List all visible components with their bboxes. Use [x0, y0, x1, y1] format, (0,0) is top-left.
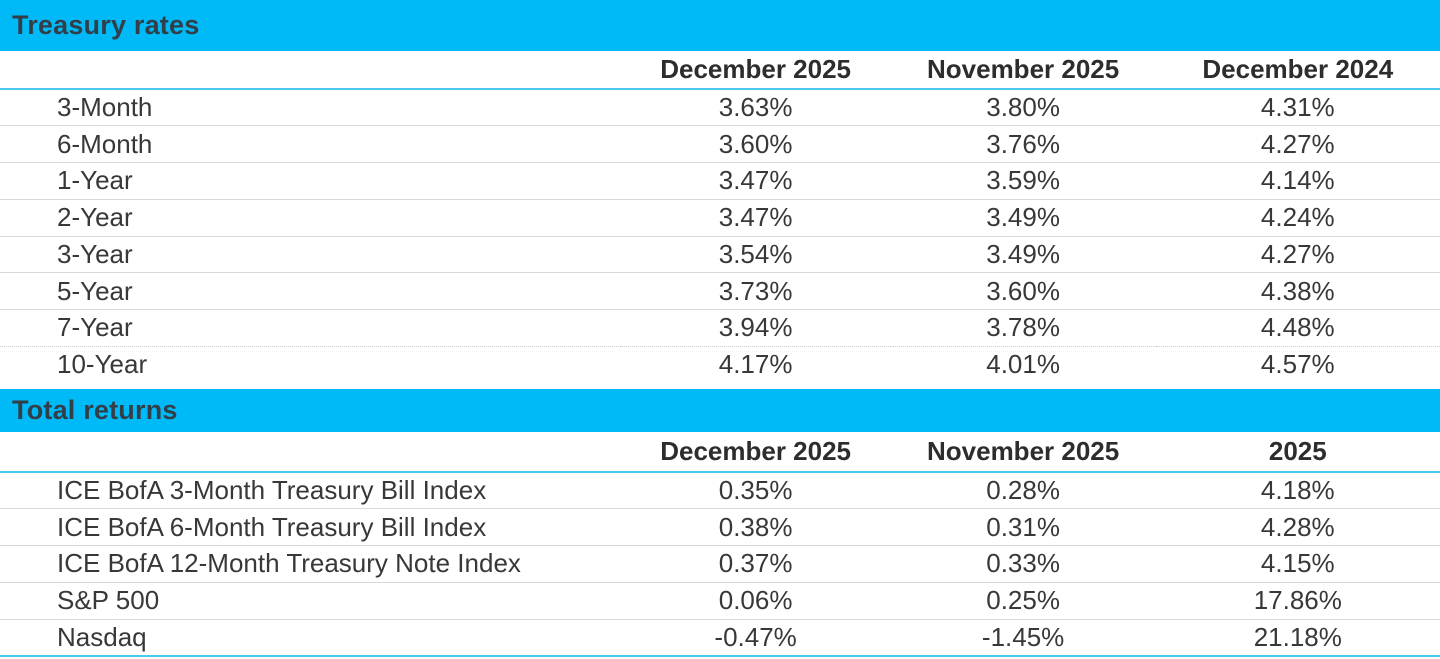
value-cell: 4.18% [1260, 475, 1335, 506]
total-returns-body: ICE BofA 3-Month Treasury Bill Index 0.35… [0, 472, 1440, 656]
table-row: 5-Year 3.73% 3.60% 4.38% [0, 272, 1440, 310]
row-label: ICE BofA 3-Month Treasury Bill Index [57, 475, 487, 506]
row-label: 6-Month [0, 125, 621, 163]
value-cell: 4.31% [1260, 92, 1335, 123]
value-cell: 4.38% [1155, 272, 1440, 310]
value-cell: 3.59% [890, 162, 1156, 200]
row-label: 3-Year [0, 235, 621, 273]
section-title: Total returns [12, 395, 178, 425]
column-header: 2025 [1155, 432, 1440, 473]
table-row: 1-Year 3.47% 3.59% 4.14% [0, 162, 1440, 200]
value-cell: 0.25% [890, 581, 1156, 619]
value-cell: 0.38% [620, 508, 891, 546]
total-returns-title-bar: Total returns [0, 389, 1440, 432]
value-cell: 3.54% [620, 235, 891, 273]
total-returns-table: December 2025 November 2025 2025 ICE BofA … [0, 432, 1440, 657]
value-cell: 3.80% [986, 92, 1060, 123]
table-row: ICE BofA 6-Month Treasury Bill Index 0.38… [0, 508, 1440, 546]
value-cell: 4.24% [1155, 198, 1440, 236]
table-row: ICE BofA 3-Month Treasury Bill Index 0.35… [0, 472, 1440, 509]
row-label: 3-Month [57, 92, 153, 123]
value-cell: 3.76% [890, 125, 1156, 163]
row-label: 7-Year [0, 309, 621, 347]
column-header: December 2025 [620, 51, 891, 90]
row-label-column-header [0, 432, 621, 473]
row-label: ICE BofA 12-Month Treasury Note Index [0, 545, 621, 583]
value-cell: -1.45% [890, 618, 1156, 656]
value-cell: 4.15% [1155, 545, 1440, 583]
table-row: 6-Month 3.60% 3.76% 4.27% [0, 125, 1440, 163]
value-cell: 4.27% [1155, 125, 1440, 163]
table-row: 3-Month 3.63% 3.80% 4.31% [0, 89, 1440, 126]
row-label: 5-Year [0, 272, 621, 310]
table-row: 7-Year 3.94% 3.78% 4.48% [0, 309, 1440, 347]
value-cell: 3.94% [620, 309, 891, 347]
column-header-row: December 2025 November 2025 2025 [0, 432, 1440, 473]
value-cell: 3.73% [620, 272, 891, 310]
table-row: 3-Year 3.54% 3.49% 4.27% [0, 235, 1440, 273]
table-row: 10-Year 4.17% 4.01% 4.57% [0, 345, 1440, 383]
value-cell: -0.47% [620, 618, 891, 656]
column-header: December 2024 [1155, 51, 1440, 90]
value-cell: 4.27% [1155, 235, 1440, 273]
value-cell: 17.86% [1155, 581, 1440, 619]
value-cell: 4.48% [1155, 309, 1440, 347]
column-header: December 2025 [620, 432, 891, 473]
table-row: S&P 500 0.06% 0.25% 17.86% [0, 581, 1440, 619]
row-label: 2-Year [0, 198, 621, 236]
value-cell: 3.60% [890, 272, 1156, 310]
value-cell: 3.49% [890, 235, 1156, 273]
value-cell: 21.18% [1155, 618, 1440, 656]
value-cell: 0.06% [620, 581, 891, 619]
value-cell: 3.47% [620, 198, 891, 236]
column-header: November 2025 [890, 432, 1156, 473]
treasury-rates-title-bar: Treasury rates [0, 0, 1440, 51]
column-header: November 2025 [890, 51, 1156, 90]
value-cell: 0.28% [986, 475, 1060, 506]
value-cell: 4.28% [1155, 508, 1440, 546]
treasury-rates-body: 3-Month 3.63% 3.80% 4.31% 6-Month 3.60% 3.76% 4… [0, 89, 1440, 383]
value-cell: 3.63% [718, 92, 793, 123]
row-label: 10-Year [0, 345, 621, 383]
value-cell: 0.37% [620, 545, 891, 583]
value-cell: 3.49% [890, 198, 1156, 236]
row-label: 1-Year [0, 162, 621, 200]
column-header-row: December 2025 November 2025 December 2024 [0, 51, 1440, 90]
row-label: Nasdaq [0, 618, 621, 656]
value-cell: 0.33% [890, 545, 1156, 583]
treasury-rates-table: December 2025 November 2025 December 2024 … [0, 51, 1440, 383]
value-cell: 4.17% [620, 345, 891, 383]
value-cell: 3.47% [620, 162, 891, 200]
table-row: 2-Year 3.47% 3.49% 4.24% [0, 198, 1440, 236]
value-cell: 3.78% [890, 309, 1156, 347]
row-label: S&P 500 [0, 581, 621, 619]
table-row: ICE BofA 12-Month Treasury Note Index 0.3… [0, 545, 1440, 583]
section-title: Treasury rates [12, 10, 200, 40]
value-cell: 3.60% [620, 125, 891, 163]
value-cell: 0.35% [718, 475, 793, 506]
value-cell: 4.57% [1155, 345, 1440, 383]
value-cell: 0.31% [890, 508, 1156, 546]
value-cell: 4.14% [1155, 162, 1440, 200]
table-row: Nasdaq -0.47% -1.45% 21.18% [0, 618, 1440, 656]
row-label: ICE BofA 6-Month Treasury Bill Index [0, 508, 621, 546]
row-label-column-header [0, 51, 621, 90]
value-cell: 4.01% [890, 345, 1156, 383]
